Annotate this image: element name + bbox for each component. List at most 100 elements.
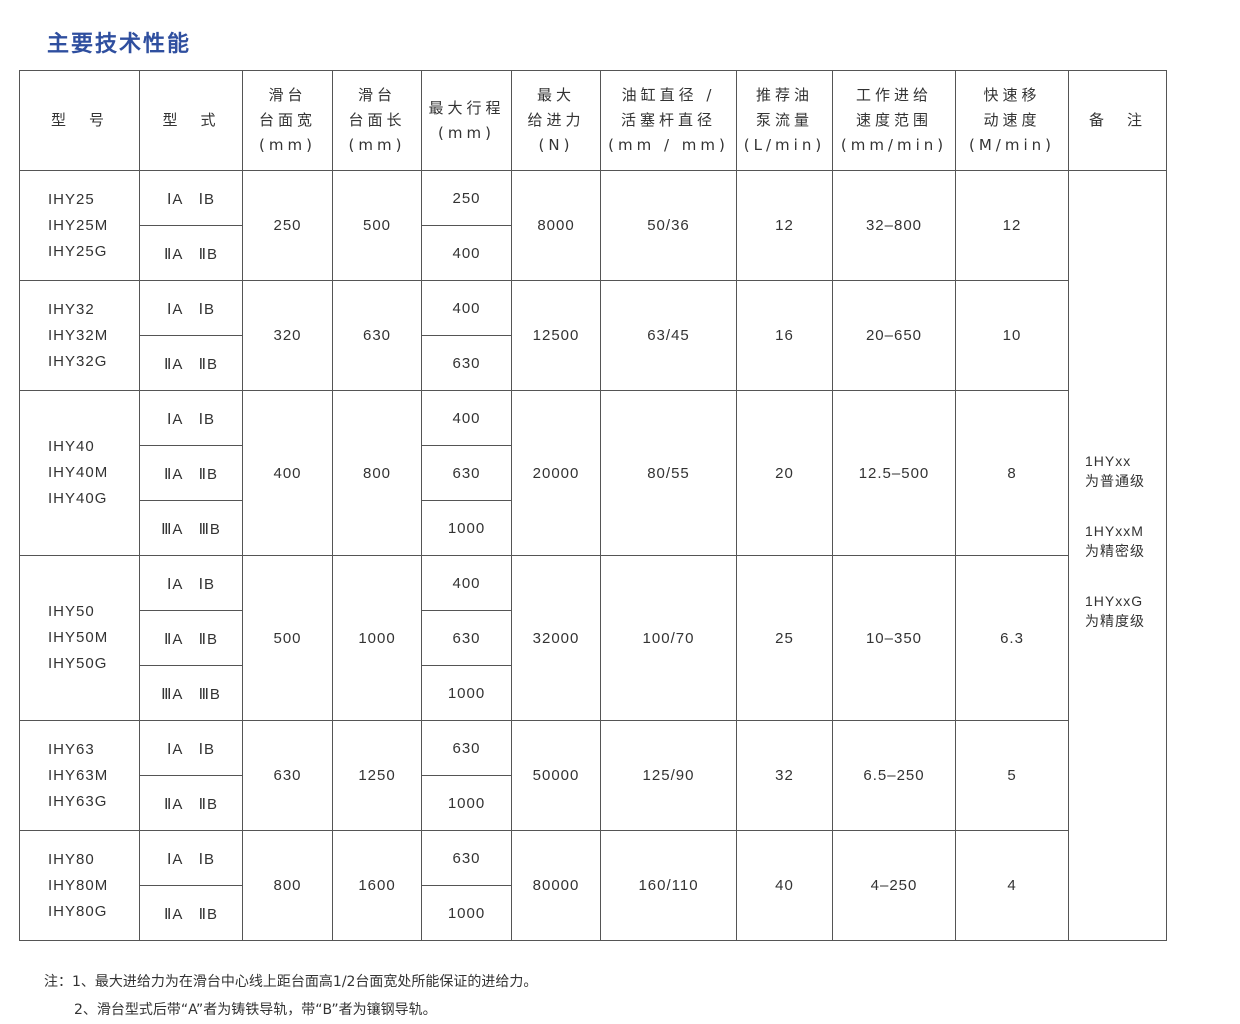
table-length-cell: 1000 — [332, 555, 422, 721]
table-length-cell: 1250 — [332, 720, 422, 831]
model-name: IHY50M — [48, 629, 109, 646]
type-cell: ⅡA ⅡB — [139, 335, 243, 391]
stroke-cell: 400 — [421, 390, 512, 446]
type-cell: ⅡA ⅡB — [139, 775, 243, 831]
remark-line: 为普通级 — [1085, 472, 1145, 489]
model-cell: IHY63 IHY63M IHY63G — [19, 720, 140, 831]
note-2: 2、滑台型式后带“A”者为铸铁导轨，带“B”者为镶钢导轨。 — [74, 1002, 437, 1018]
cylinder-diameter-cell: 160/110 — [600, 830, 737, 941]
table-length-cell: 800 — [332, 390, 422, 556]
model-cell: IHY25 IHY25M IHY25G — [19, 170, 140, 281]
header-line: (L/min) — [743, 136, 826, 154]
column-header: 备 注 — [1068, 70, 1167, 171]
cylinder-diameter-cell: 80/55 — [600, 390, 737, 556]
table-row: IHY63 IHY63M IHY63G ⅠA ⅠB 630 1250 630 50000 125… — [19, 720, 1167, 831]
table-row: ⅡA ⅡB 400 — [20, 225, 1167, 281]
type-cell: ⅠA ⅠB — [139, 170, 243, 226]
model-cell: IHY32 IHY32M IHY32G — [19, 280, 140, 391]
page-title: 主要技术性能 — [47, 32, 192, 57]
rapid-speed-cell: 8 — [955, 390, 1069, 556]
table-width-cell: 400 — [242, 390, 333, 556]
stroke-cell: 630 — [421, 610, 512, 666]
stroke-cell: 400 — [421, 280, 512, 336]
type-cell: ⅢA ⅢB — [139, 665, 243, 721]
table-length-cell: 500 — [332, 170, 422, 281]
model-name: IHY50G — [48, 655, 108, 672]
stroke-cell: 1000 — [421, 885, 512, 941]
table-row: ⅡA ⅡB 1000 — [20, 775, 1167, 831]
rapid-speed-cell: 10 — [955, 280, 1069, 391]
column-header: 油缸直径 / 活塞杆直径 (mm / mm) — [600, 70, 737, 171]
table-length-cell: 630 — [332, 280, 422, 391]
feed-speed-cell: 32–800 — [832, 170, 956, 281]
header-line: (mm) — [259, 136, 316, 154]
header-line: 台面长 — [348, 111, 406, 129]
remark-line: 1HYxxG — [1085, 592, 1144, 609]
header-line: 台面宽 — [258, 111, 316, 129]
column-header: 最大行程 (mm) — [421, 70, 512, 171]
type-cell: ⅢA ⅢB — [139, 500, 243, 556]
stroke-cell: 1000 — [421, 775, 512, 831]
stroke-cell: 250 — [421, 170, 512, 226]
header-line: 滑台 — [268, 86, 307, 104]
model-name: IHY25G — [48, 242, 108, 260]
column-header: 工作进给 速度范围 (mm/min) — [832, 70, 956, 171]
model-name: IHY63G — [48, 792, 108, 810]
column-header: 快速移 动速度 (M/min) — [955, 70, 1069, 171]
type-cell: ⅡA ⅡB — [139, 445, 243, 501]
footnotes: 注：1、最大进给力为在滑台中心线上距台面高1/2台面宽处所能保证的进给力。 2、… — [44, 968, 537, 1024]
header-line: 滑台 — [357, 86, 396, 104]
type-cell: ⅠA ⅠB — [139, 830, 243, 886]
stroke-cell: 630 — [421, 720, 512, 776]
pump-flow-cell: 32 — [736, 720, 833, 831]
table-width-cell: 630 — [242, 720, 333, 831]
type-cell: ⅠA ⅠB — [139, 720, 243, 776]
rapid-speed-cell: 4 — [955, 830, 1069, 941]
header-line: 活塞杆直径 — [620, 111, 716, 129]
header-line: (mm) — [348, 136, 406, 154]
stroke-cell: 630 — [421, 445, 512, 501]
feed-speed-cell: 20–650 — [832, 280, 956, 391]
table-row: ⅢA ⅢB 1000 — [20, 500, 1167, 556]
feed-force-cell: 20000 — [511, 390, 601, 556]
remark-item: 1HYxxG 为精度级 — [1085, 591, 1166, 631]
type-cell: ⅡA ⅡB — [139, 885, 243, 941]
remark-item: 1HYxx 为普通级 — [1085, 451, 1166, 491]
model-name: IHY50 — [48, 603, 95, 620]
type-cell: ⅠA ⅠB — [139, 390, 243, 446]
header-line: (N) — [538, 136, 574, 154]
stroke-cell: 1000 — [421, 500, 512, 556]
feed-speed-cell: 10–350 — [832, 555, 956, 721]
model-cell: IHY50 IHY50M IHY50G — [19, 555, 140, 721]
model-name: IHY40G — [48, 490, 108, 507]
cylinder-diameter-cell: 63/45 — [600, 280, 737, 391]
type-cell: ⅡA ⅡB — [139, 225, 243, 281]
table-row: IHY25 IHY25M IHY25G ⅠA ⅠB 250 500 250 8000 50/36… — [19, 170, 1167, 941]
header-line: (M/min) — [969, 136, 1055, 154]
rapid-speed-cell: 12 — [955, 170, 1069, 281]
pump-flow-cell: 20 — [736, 390, 833, 556]
feed-force-cell: 32000 — [511, 555, 601, 721]
header-row: 型 号 型 式 滑台 台面宽 (mm) 滑台 台面长 (mm) 最大行程 (mm) 最大 给进力 (N)… — [19, 70, 1167, 171]
table-row: IHY50 IHY50M IHY50G ⅠA ⅠB 500 1000 400 32000 100… — [19, 555, 1167, 721]
type-cell: ⅡA ⅡB — [139, 610, 243, 666]
header-line: 型 式 — [162, 111, 220, 129]
header-line: (mm / mm) — [608, 136, 729, 154]
pump-flow-cell: 25 — [736, 555, 833, 721]
feed-speed-cell: 12.5–500 — [832, 390, 956, 556]
pump-flow-cell: 12 — [736, 170, 833, 281]
column-header: 滑台台面长 (mm) — [332, 70, 422, 171]
table-row: IHY80 IHY80M IHY80G ⅠA ⅠB 800 1600 630 80000 160… — [19, 830, 1167, 941]
rapid-speed-cell: 6.3 — [955, 555, 1069, 721]
model-name: IHY32M — [48, 326, 109, 344]
column-header: 最大 给进力 (N) — [511, 70, 601, 171]
header-line: 最大 — [536, 86, 575, 104]
header-line: 快速移 — [983, 86, 1041, 104]
pump-flow-cell: 16 — [736, 280, 833, 391]
model-name: IHY40M — [48, 464, 109, 481]
table-row: ⅡA ⅡB 630 — [20, 610, 1167, 666]
note-1: 注：1、最大进给力为在滑台中心线上距台面高1/2台面宽处所能保证的进给力。 — [44, 974, 538, 990]
model-name: IHY63 — [48, 740, 95, 758]
type-cell: ⅠA ⅠB — [139, 280, 243, 336]
table-width-cell: 500 — [242, 555, 333, 721]
